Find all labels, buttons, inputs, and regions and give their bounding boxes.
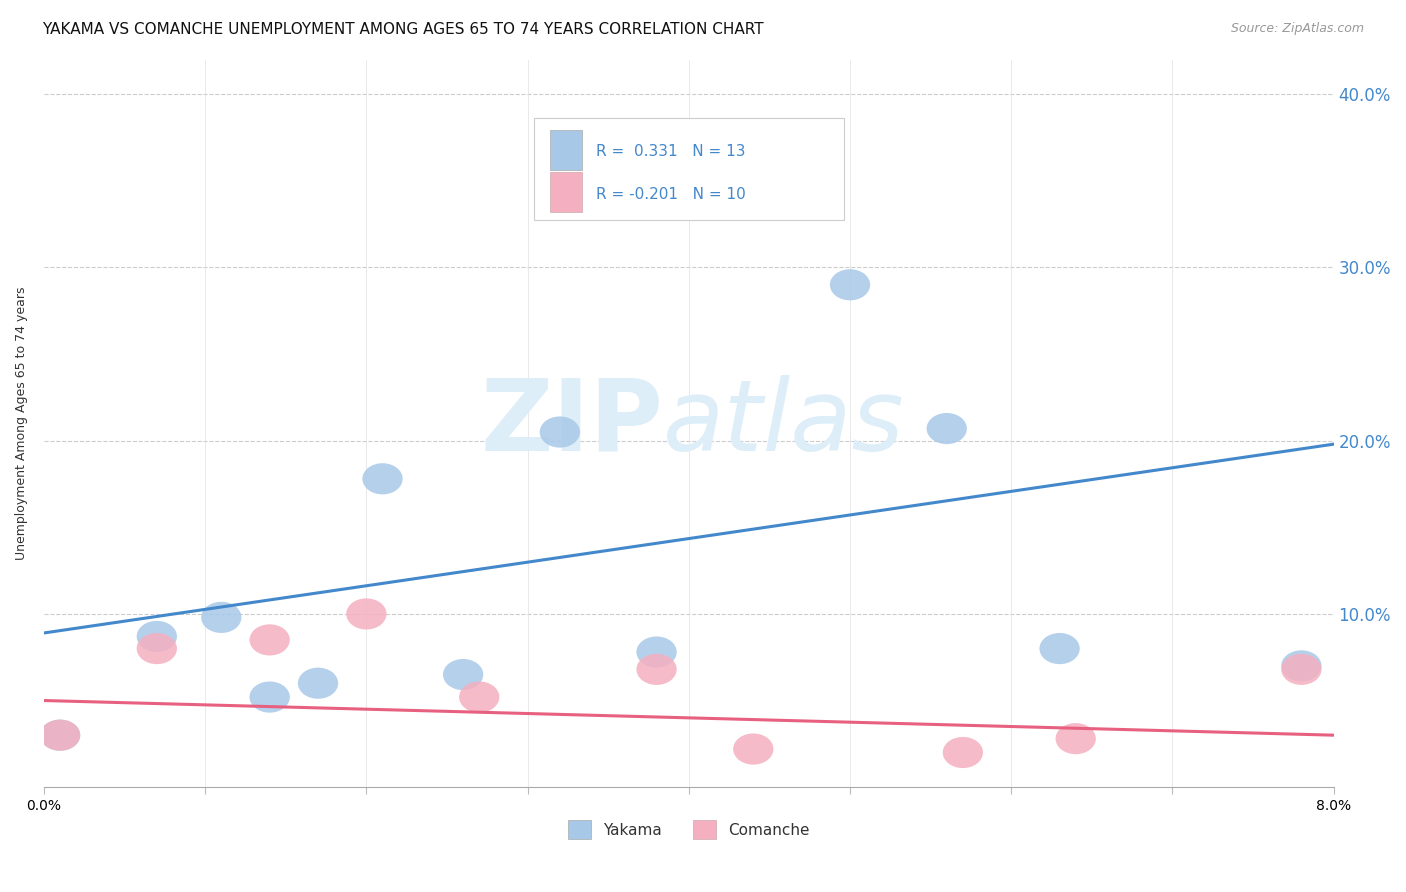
Ellipse shape [346,599,387,630]
Ellipse shape [136,633,177,665]
Ellipse shape [1056,723,1095,755]
Text: atlas: atlas [664,375,904,472]
Ellipse shape [540,417,581,448]
Ellipse shape [637,654,676,685]
Text: R = -0.201   N = 10: R = -0.201 N = 10 [596,186,745,202]
Ellipse shape [363,463,402,494]
Ellipse shape [249,624,290,656]
Text: Source: ZipAtlas.com: Source: ZipAtlas.com [1230,22,1364,36]
Ellipse shape [1039,633,1080,665]
Ellipse shape [637,636,676,667]
Ellipse shape [1281,654,1322,685]
Ellipse shape [942,737,983,768]
Text: R =  0.331   N = 13: R = 0.331 N = 13 [596,145,745,160]
Legend: Yakama, Comanche: Yakama, Comanche [562,814,815,845]
Text: YAKAMA VS COMANCHE UNEMPLOYMENT AMONG AGES 65 TO 74 YEARS CORRELATION CHART: YAKAMA VS COMANCHE UNEMPLOYMENT AMONG AG… [42,22,763,37]
Ellipse shape [249,681,290,713]
Ellipse shape [927,413,967,444]
Ellipse shape [733,733,773,764]
Ellipse shape [39,720,80,751]
Ellipse shape [460,681,499,713]
FancyBboxPatch shape [550,130,582,170]
Ellipse shape [201,602,242,633]
Ellipse shape [830,269,870,301]
Ellipse shape [298,667,339,698]
FancyBboxPatch shape [550,172,582,212]
Ellipse shape [443,659,484,690]
Text: ZIP: ZIP [479,375,664,472]
Ellipse shape [39,720,80,751]
FancyBboxPatch shape [534,118,844,219]
Y-axis label: Unemployment Among Ages 65 to 74 years: Unemployment Among Ages 65 to 74 years [15,286,28,560]
Ellipse shape [136,621,177,652]
Ellipse shape [1281,650,1322,681]
